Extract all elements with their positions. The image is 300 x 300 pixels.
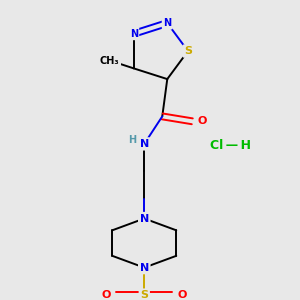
Text: O: O [198,116,207,126]
Text: O: O [102,290,111,300]
Text: Cl — H: Cl — H [210,139,251,152]
Text: S: S [140,290,148,300]
Text: O: O [178,290,187,300]
Text: N: N [140,214,149,224]
Text: N: N [163,18,171,28]
Text: H: H [128,135,136,145]
Text: CH₃: CH₃ [100,56,119,65]
Text: N: N [140,262,149,273]
Text: N: N [130,29,138,39]
Text: S: S [184,46,192,56]
Text: N: N [140,139,149,149]
